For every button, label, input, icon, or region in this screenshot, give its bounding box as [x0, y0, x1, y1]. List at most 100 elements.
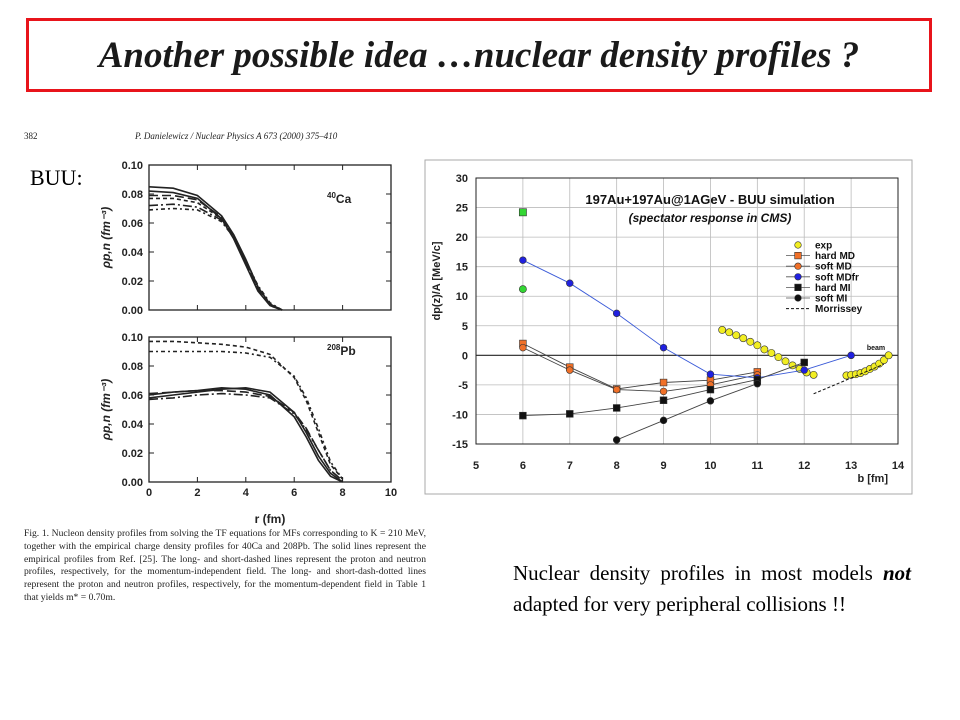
pb-nucleus-label: 208Pb	[327, 343, 356, 358]
data-point-exp	[884, 351, 893, 360]
ca-nucleus-label: 40Ca	[327, 191, 352, 206]
buu-simulation-chart: 5 6 7 8 9 10 11 12 13 14 -15 -10 -5 0 5 10 15 20 25 30 dp(z)…	[424, 159, 913, 495]
data-point-hard-mi	[612, 404, 621, 412]
ca-y-tick-label: 0.08	[122, 189, 143, 201]
buu-chart-title: 197Au+197Au@1AGeV - BUU simulation	[585, 192, 834, 207]
series-line-hard-md	[522, 343, 758, 390]
pb-y-tick-label: 0.02	[122, 448, 143, 460]
buu-x-tick-label: 9	[660, 460, 666, 472]
buu-x-tick-label: 7	[567, 460, 573, 472]
data-point-soft-md	[566, 366, 574, 374]
data-point-exp	[760, 345, 769, 354]
ca-series-long-dash-dot-4	[148, 203, 283, 311]
figure-caption: Fig. 1. Nucleon density profiles from so…	[24, 528, 426, 603]
density-x-tick-label: 4	[243, 487, 250, 499]
paper-page-number: 382	[24, 131, 38, 141]
legend-label-2: soft MD	[815, 262, 852, 273]
buu-y-tick-label: 30	[456, 173, 468, 185]
ca-series-short-dash-dot-5	[148, 207, 283, 311]
ca-mass-number: 40	[327, 191, 336, 200]
slide-title-box: Another possible idea …nuclear density p…	[26, 18, 932, 92]
pb-series-short-dash-3	[149, 340, 344, 480]
data-point-exp	[774, 353, 783, 362]
buu-x-tick-label: 10	[704, 460, 716, 472]
pb-series-long-dash-dot-4	[148, 392, 344, 482]
legend-label-5: soft MI	[815, 294, 847, 305]
legend-label-1: hard MD	[815, 251, 855, 262]
pb-y-axis-label: ρp,n (fm⁻³)	[99, 379, 113, 442]
density-x-tick-label: 10	[385, 487, 397, 499]
buu-y-tick-label: 0	[462, 350, 468, 362]
buu-label: BUU:	[30, 165, 83, 190]
data-point-extra	[518, 208, 527, 217]
pb-y-tick-label: 0.08	[122, 361, 143, 373]
ca-y-tick-label: 0.00	[122, 305, 143, 317]
data-point-exp	[781, 357, 790, 366]
legend-marker-5	[794, 294, 802, 302]
ca-series-long-dash-2	[149, 194, 283, 311]
series-line-soft-mdfr	[522, 259, 852, 379]
pb-mass-number: 208	[327, 343, 341, 352]
density-x-tick-label: 2	[194, 487, 200, 499]
data-point-exp	[767, 349, 776, 357]
buu-y-tick-label: 15	[456, 262, 468, 274]
legend-label-6: Morrissey	[815, 304, 863, 315]
data-point-hard-mi	[566, 410, 574, 418]
buu-y-tick-label: 10	[456, 291, 468, 303]
legend-label-4: hard MI	[815, 283, 851, 294]
pb-plot-frame	[148, 336, 392, 483]
note-emphasis: not	[882, 561, 911, 585]
data-point-hard-mi	[659, 396, 668, 404]
data-point-soft-mi	[659, 416, 668, 425]
data-point-exp	[746, 337, 755, 346]
legend-marker-2	[794, 262, 802, 270]
buu-x-tick-label: 6	[520, 460, 526, 472]
data-point-soft-mdfr	[659, 343, 668, 352]
data-point-soft-md	[519, 343, 527, 352]
data-point-hard-md	[659, 378, 668, 387]
buu-chart-subtitle: (spectator response in CMS)	[629, 211, 792, 225]
buu-plot-frame	[475, 177, 899, 445]
buu-x-tick-label: 14	[892, 460, 905, 472]
data-point-extra	[518, 285, 527, 294]
pb-y-tick-label: 0.00	[122, 477, 143, 489]
data-point-exp	[880, 356, 888, 364]
pb-y-tick-label: 0.06	[122, 390, 143, 402]
buu-y-axis-label: dp(z)/A [MeV/c]	[431, 241, 443, 320]
data-point-hard-mi	[800, 358, 808, 367]
density-x-tick-label: 0	[146, 487, 152, 499]
ca-element: Ca	[336, 192, 352, 206]
legend-label-0: exp	[815, 241, 832, 252]
legend-marker-4	[794, 283, 802, 292]
data-point-soft-mdfr	[706, 370, 715, 378]
legend-marker-3	[794, 273, 802, 281]
legend-marker-1	[794, 252, 802, 260]
series-line-soft-mi	[616, 383, 758, 441]
data-point-soft-mi	[706, 397, 715, 405]
data-point-soft-mdfr	[612, 309, 621, 318]
pb-y-tick-label: 0.10	[122, 332, 143, 344]
density-x-tick-label: 8	[340, 487, 346, 499]
data-point-soft-mdfr	[566, 279, 574, 287]
data-point-exp	[718, 326, 727, 334]
pb-series-short-dash-dot-5	[149, 350, 344, 480]
density-x-axis-label: r (fm)	[255, 512, 286, 526]
data-point-exp	[739, 334, 748, 343]
data-point-soft-md	[612, 385, 621, 394]
series-line-morrissey	[813, 363, 885, 395]
ca-y-tick-label: 0.10	[122, 160, 143, 172]
note-text-before: Nuclear density profiles in most models	[513, 561, 883, 585]
data-point-hard-mi	[519, 411, 527, 420]
buu-y-tick-label: -10	[452, 409, 468, 421]
data-point-exp	[732, 331, 741, 340]
pb-element: Pb	[340, 344, 355, 358]
buu-x-tick-label: 13	[845, 460, 857, 472]
data-point-exp	[753, 341, 762, 350]
data-point-soft-mi	[612, 436, 621, 444]
beam-annotation: beam	[867, 345, 885, 352]
data-point-soft-md	[659, 387, 668, 396]
ca-y-tick-label: 0.02	[122, 276, 143, 288]
series-line-soft-md	[522, 347, 758, 392]
data-point-soft-mdfr	[800, 366, 808, 374]
